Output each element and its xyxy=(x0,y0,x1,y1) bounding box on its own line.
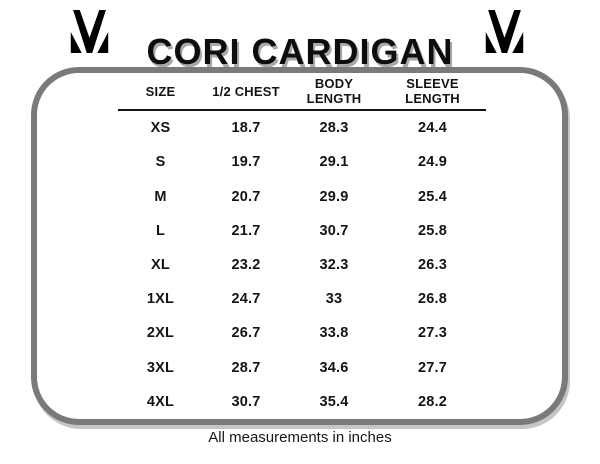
brand-logo-left xyxy=(70,10,109,53)
measurement-value: 33 xyxy=(325,291,343,308)
column-header-half-chest: 1/2 CHEST xyxy=(212,83,280,99)
measurement-value: 24.4 xyxy=(417,120,448,137)
m-monogram-icon xyxy=(70,10,109,53)
size-label: 4XL xyxy=(146,393,175,410)
size-label: 3XL xyxy=(146,359,175,376)
measurement-value: 24.9 xyxy=(417,154,448,171)
table-row: 3XL 28.7 34.6 27.7 xyxy=(118,351,486,385)
measurement-value: 28.7 xyxy=(231,359,261,376)
measurement-value: 28.3 xyxy=(319,120,349,137)
measurement-value: 28.2 xyxy=(417,393,448,410)
size-label: 1XL xyxy=(146,291,175,308)
measurement-value: 29.9 xyxy=(319,188,349,205)
measurement-value: 18.7 xyxy=(231,120,261,137)
measurement-value: 29.1 xyxy=(319,154,349,171)
measurement-value: 30.7 xyxy=(231,393,261,410)
measurement-value: 35.4 xyxy=(319,393,349,410)
table-row: L 21.7 30.7 25.8 xyxy=(118,214,486,248)
table-row: 1XL 24.7 33 26.8 xyxy=(118,282,486,316)
table-row: 2XL 26.7 33.8 27.3 xyxy=(118,316,486,350)
column-header-sleeve-length: SLEEVE LENGTH xyxy=(405,76,460,106)
size-label: XL xyxy=(151,256,170,273)
measurement-value: 27.3 xyxy=(417,325,448,342)
size-label: XS xyxy=(150,120,171,137)
table-row: S 19.7 29.1 24.9 xyxy=(118,145,486,179)
size-chart-border: SIZE 1/2 CHEST BODY LENGTH SLEEVE LENGTH… xyxy=(31,67,568,425)
measurement-value: 26.3 xyxy=(417,256,448,273)
size-label: S xyxy=(155,154,166,171)
measurement-value: 21.7 xyxy=(231,222,261,239)
measurement-value: 33.8 xyxy=(319,325,349,342)
m-monogram-icon xyxy=(485,10,524,53)
measurement-value: 26.7 xyxy=(231,325,261,342)
measurements-footnote: All measurements in inches xyxy=(208,429,392,446)
measurement-value: 23.2 xyxy=(231,256,261,273)
size-table: SIZE 1/2 CHEST BODY LENGTH SLEEVE LENGTH… xyxy=(118,73,486,419)
measurement-value: 32.3 xyxy=(319,256,349,273)
size-label: M xyxy=(154,188,167,205)
table-row: XL 23.2 32.3 26.3 xyxy=(118,248,486,282)
table-row: 4XL 30.7 35.4 28.2 xyxy=(118,385,486,419)
page-title: CORI CARDIGAN xyxy=(146,31,454,73)
column-header-body-length: BODY LENGTH xyxy=(306,76,362,106)
table-row: XS 18.7 28.3 24.4 xyxy=(118,111,486,145)
brand-logo-right xyxy=(485,10,524,53)
measurement-value: 27.7 xyxy=(417,359,448,376)
measurement-value: 25.8 xyxy=(417,222,448,239)
measurement-value: 34.6 xyxy=(319,359,349,376)
table-row: M 20.7 29.9 25.4 xyxy=(118,179,486,213)
measurement-value: 30.7 xyxy=(319,222,349,239)
measurement-value: 19.7 xyxy=(231,154,261,171)
measurement-value: 24.7 xyxy=(231,291,261,308)
measurement-value: 26.8 xyxy=(417,291,448,308)
size-label: 2XL xyxy=(146,325,175,342)
table-header-row: SIZE 1/2 CHEST BODY LENGTH SLEEVE LENGTH xyxy=(118,73,486,111)
table-body: XS 18.7 28.3 24.4 S 19.7 29.1 24.9 M 20.7 29.9 25.4… xyxy=(118,111,486,419)
measurement-value: 20.7 xyxy=(231,188,261,205)
size-label: L xyxy=(155,222,166,239)
column-header-size: SIZE xyxy=(145,83,176,99)
measurement-value: 25.4 xyxy=(417,188,448,205)
